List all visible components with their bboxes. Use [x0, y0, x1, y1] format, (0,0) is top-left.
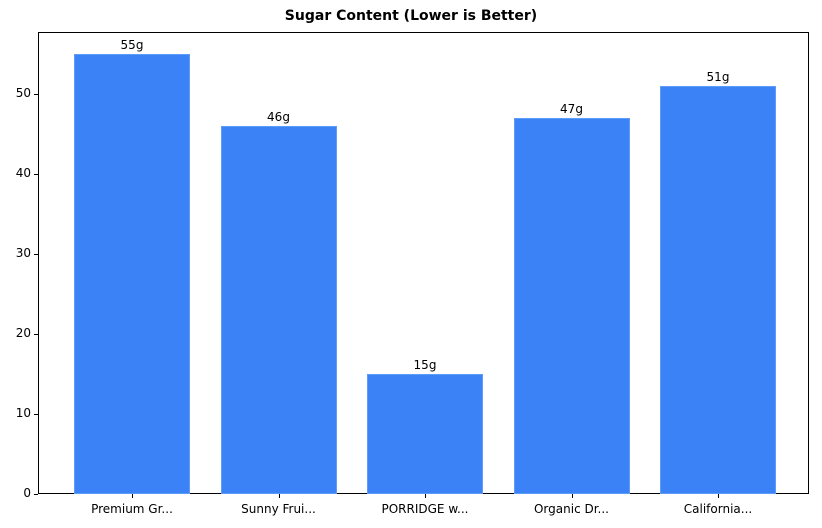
bar — [220, 126, 337, 494]
x-tick-label: California... — [683, 502, 753, 516]
x-tick-mark — [278, 494, 280, 498]
y-tick-mark — [34, 334, 38, 335]
bar — [367, 374, 483, 494]
x-tick-mark — [132, 494, 133, 498]
bar-value-label: 55g — [120, 38, 144, 52]
x-tick-label: Sunny Frui... — [241, 502, 316, 516]
x-tick-mark — [425, 494, 426, 498]
x-tick-label: Organic Dr... — [533, 502, 609, 516]
x-tick-mark — [718, 494, 719, 498]
bar — [74, 54, 190, 494]
y-tick-mark — [34, 494, 38, 495]
bar — [513, 118, 630, 494]
y-tick-label: 10 — [15, 406, 31, 420]
bar — [660, 86, 776, 494]
bar-value-label: 51g — [706, 70, 730, 84]
y-tick-label: 20 — [15, 326, 31, 340]
bar-value-label: 46g — [267, 110, 290, 124]
x-tick-mark — [571, 494, 573, 498]
y-tick-mark — [34, 254, 38, 255]
y-tick-mark — [34, 94, 38, 95]
y-tick-label: 0 — [23, 486, 31, 500]
x-tick-label: PORRIDGE w... — [381, 502, 469, 516]
y-tick-label: 40 — [15, 166, 31, 180]
y-tick-label: 30 — [15, 246, 31, 260]
y-tick-mark — [34, 414, 38, 415]
chart-title: Sugar Content (Lower is Better) — [284, 8, 538, 24]
y-tick-mark — [34, 174, 38, 175]
bar-value-label: 15g — [413, 358, 437, 372]
bar-value-label: 47g — [560, 102, 583, 116]
x-tick-label: Premium Gr... — [91, 502, 173, 516]
y-tick-label: 50 — [15, 86, 31, 100]
